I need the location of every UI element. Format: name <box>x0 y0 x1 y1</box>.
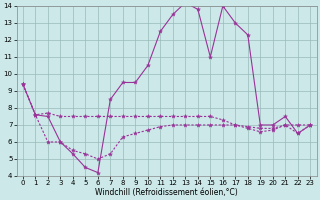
X-axis label: Windchill (Refroidissement éolien,°C): Windchill (Refroidissement éolien,°C) <box>95 188 238 197</box>
